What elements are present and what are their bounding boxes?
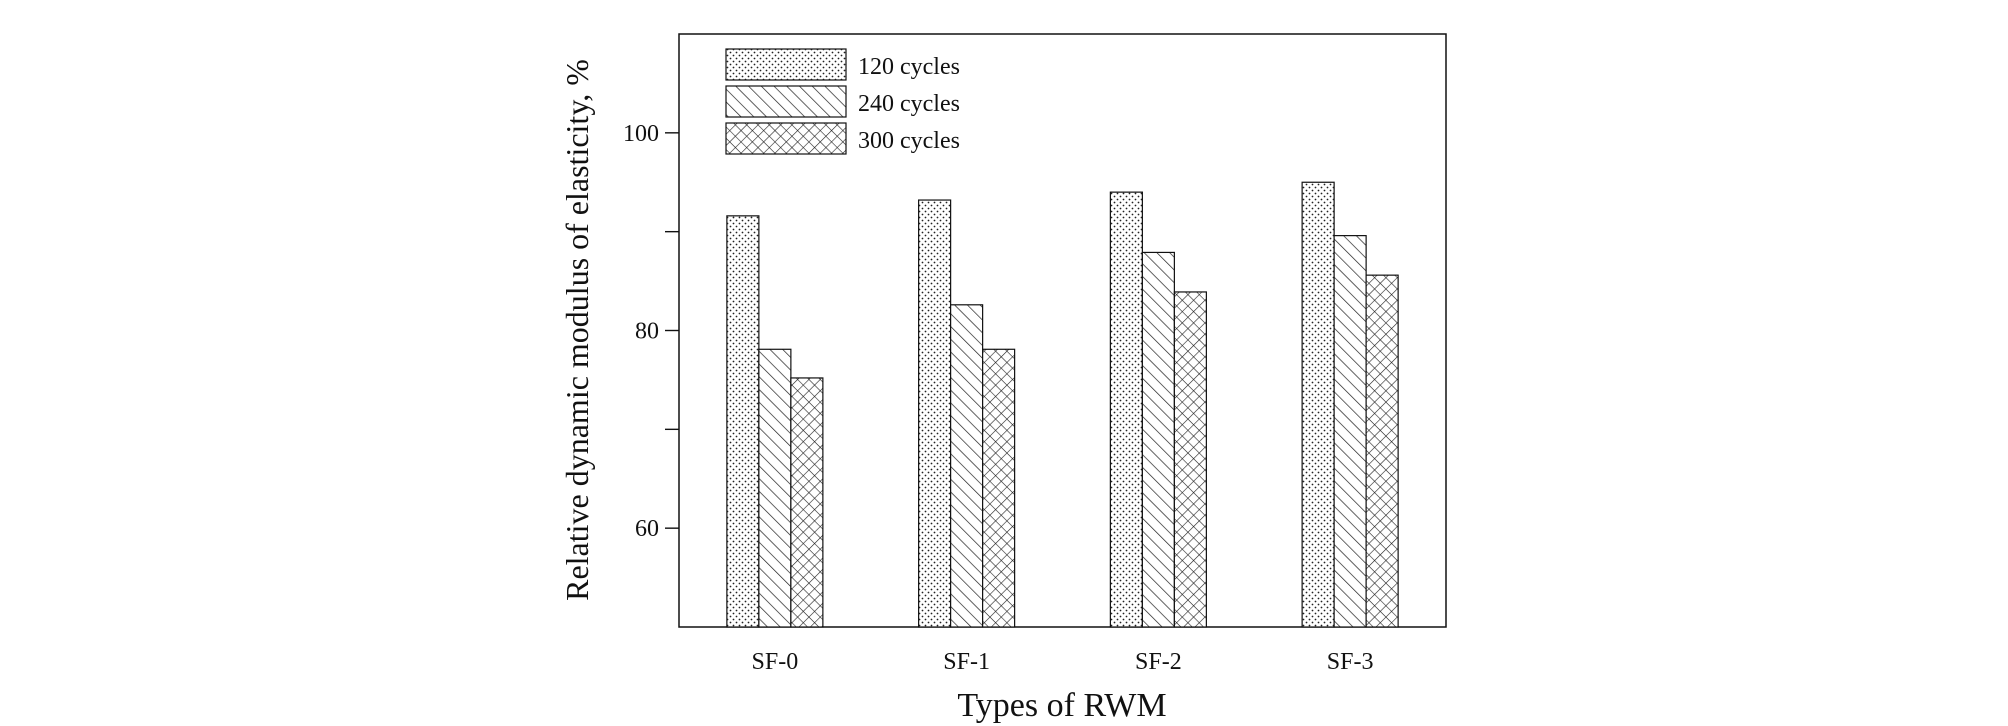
- legend-swatch: [725, 122, 847, 155]
- bar-sf-0-series-2: [758, 348, 792, 628]
- bar-sf-2-series-3: [1173, 291, 1207, 628]
- x-tick-label: SF-3: [1327, 649, 1374, 675]
- bar-sf-1-series-1: [918, 199, 952, 628]
- x-tick-label: SF-0: [752, 649, 799, 675]
- bars: [726, 181, 1399, 628]
- legend-label: 120 cycles: [858, 54, 960, 80]
- bar-sf-3-series-2: [1333, 235, 1367, 628]
- legend-label: 240 cycles: [858, 91, 960, 117]
- bar-sf-0-series-3: [790, 377, 824, 628]
- legend: 120 cycles 240 cycles 300 cycles: [725, 48, 960, 155]
- y-tick-label: 80: [635, 319, 659, 345]
- bar-sf-0-series-1: [726, 215, 760, 628]
- legend-swatch: [725, 85, 847, 118]
- bar-sf-3-series-1: [1301, 181, 1335, 628]
- x-tick-label: SF-2: [1135, 649, 1182, 675]
- legend-swatch: [725, 48, 847, 81]
- y-tick-label: 100: [623, 121, 659, 147]
- y-tick-label: 60: [635, 516, 659, 542]
- bar-sf-2-series-1: [1109, 191, 1143, 628]
- x-tick-label: SF-1: [943, 649, 990, 675]
- bar-sf-1-series-3: [982, 348, 1016, 628]
- y-axis: 60 80 100: [623, 121, 679, 542]
- bar-sf-3-series-3: [1365, 274, 1399, 628]
- y-axis-title: Relative dynamic modulus of elasticity, …: [559, 59, 595, 601]
- x-axis: SF-0 SF-1 SF-2 SF-3: [752, 649, 1374, 675]
- x-axis-title: Types of RWM: [957, 687, 1166, 724]
- bar-sf-1-series-2: [950, 304, 984, 628]
- legend-label: 300 cycles: [858, 128, 960, 154]
- bar-sf-2-series-2: [1141, 251, 1175, 628]
